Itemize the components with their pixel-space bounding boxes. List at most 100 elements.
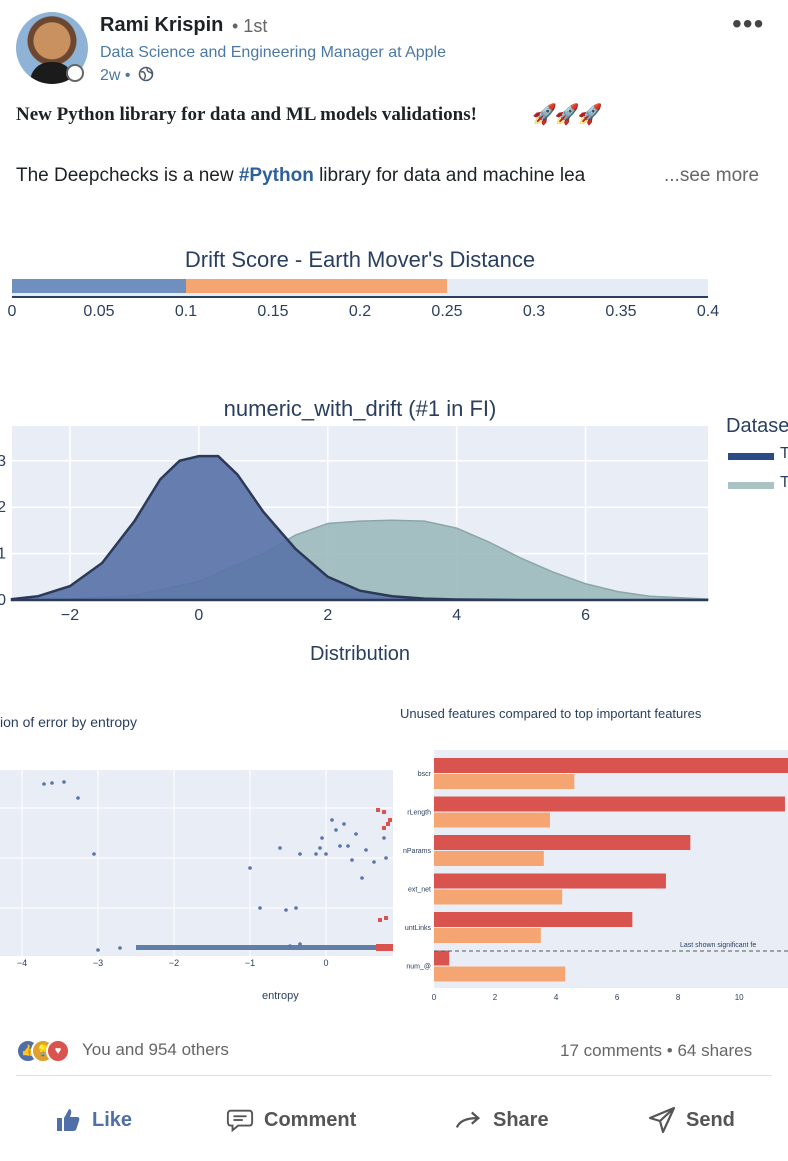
see-more-link[interactable]: ...see more bbox=[664, 165, 760, 186]
scatter-point-error bbox=[386, 822, 390, 826]
y-tick-label: 0 bbox=[0, 592, 6, 609]
x-tick-label: −4 bbox=[17, 958, 27, 968]
drift-bar-track bbox=[12, 279, 708, 297]
scatter-point bbox=[62, 780, 66, 784]
scatter-point bbox=[294, 906, 298, 910]
scatter-point bbox=[298, 852, 302, 856]
drift-tick-label: 0.1 bbox=[174, 303, 198, 320]
scatter-x-label: entropy bbox=[262, 990, 299, 1002]
drift-segment-low bbox=[12, 279, 186, 293]
thumbs-up-icon bbox=[54, 1106, 82, 1134]
comment-label: Comment bbox=[264, 1108, 357, 1131]
x-tick-label: 4 bbox=[452, 607, 461, 624]
drift-tick-label: 0.25 bbox=[431, 303, 463, 320]
scatter-point bbox=[288, 944, 292, 948]
drift-tick-label: 0 bbox=[7, 303, 17, 320]
category-label: rLength bbox=[407, 810, 431, 817]
series-area-train bbox=[10, 454, 708, 602]
scatter-point bbox=[76, 796, 80, 800]
y-tick-label: 3 bbox=[0, 453, 6, 470]
x-tick-label: 8 bbox=[676, 993, 681, 1002]
legend-swatch-test bbox=[728, 482, 774, 489]
author-headline: Data Science and Engineering Manager at … bbox=[100, 44, 447, 61]
post-body: The Deepchecks is a new #Python library … bbox=[16, 165, 656, 187]
x-tick-label: 0 bbox=[432, 993, 437, 1002]
scatter-point-error bbox=[382, 810, 386, 814]
bar-important bbox=[434, 873, 666, 889]
scatter-point bbox=[330, 818, 334, 822]
y-tick-label: 1 bbox=[0, 546, 6, 563]
plot-area bbox=[0, 770, 393, 956]
post-title: New Python library for data and ML model… bbox=[16, 104, 477, 125]
scatter-point bbox=[350, 858, 354, 862]
more-options-icon[interactable]: ••• bbox=[732, 8, 765, 39]
divider bbox=[16, 1075, 772, 1076]
x-tick-label: −2 bbox=[61, 607, 79, 624]
drift-axis-line bbox=[12, 296, 708, 298]
x-tick-label: −2 bbox=[169, 958, 179, 968]
post-time-label: 2w • bbox=[100, 67, 131, 84]
scatter-point-error bbox=[378, 918, 382, 922]
scatter-point bbox=[382, 836, 386, 840]
post-body-suffix: library for data and machine lea bbox=[313, 165, 586, 186]
scatter-point bbox=[360, 876, 364, 880]
x-tick-label: 6 bbox=[615, 993, 620, 1002]
scatter-point-error bbox=[376, 808, 380, 812]
bar-unused bbox=[434, 966, 566, 982]
share-label: Share bbox=[493, 1108, 549, 1131]
point-cluster-error bbox=[376, 944, 393, 951]
x-tick-label: −1 bbox=[245, 958, 255, 968]
features-bar-chart: bscr rLength nParams ext_net untLinks num_@ La… bbox=[403, 750, 788, 1002]
bar-unused bbox=[434, 851, 544, 866]
hashtag-link[interactable]: #Python bbox=[238, 165, 314, 186]
category-label: nParams bbox=[403, 848, 432, 855]
scatter-point bbox=[258, 906, 262, 910]
scatter-chart-title: ion of error by entropy bbox=[0, 714, 137, 730]
post-body-prefix: The Deepchecks is a new bbox=[16, 165, 239, 186]
scatter-point bbox=[372, 860, 376, 864]
scatter-chart: −4 −3 −2 −1 0 bbox=[0, 770, 393, 968]
rocket-emoji-icon: 🚀🚀🚀 bbox=[532, 104, 603, 126]
send-label: Send bbox=[686, 1108, 735, 1131]
x-tick-label: 6 bbox=[581, 607, 590, 624]
scatter-point bbox=[318, 846, 322, 850]
scatter-point bbox=[42, 782, 46, 786]
share-button[interactable]: Share bbox=[455, 1100, 549, 1140]
bar-important bbox=[434, 758, 788, 773]
reactions-icons[interactable]: 👍 💡 ♥ bbox=[16, 1037, 76, 1063]
comment-icon bbox=[226, 1106, 254, 1134]
send-button[interactable]: Send bbox=[648, 1100, 735, 1140]
comment-button[interactable]: Comment bbox=[226, 1100, 356, 1140]
bar-important bbox=[434, 912, 633, 927]
drift-tick-label: 0.15 bbox=[257, 303, 289, 320]
scatter-point bbox=[50, 781, 54, 785]
distribution-chart: −2 0 2 4 6 0 1 2 3 bbox=[0, 426, 709, 624]
scatter-point bbox=[314, 852, 318, 856]
features-chart-title: Unused features compared to top importan… bbox=[400, 706, 702, 721]
scatter-point-error bbox=[388, 818, 392, 822]
drift-tick-label: 0.2 bbox=[348, 303, 372, 320]
scatter-point bbox=[334, 828, 338, 832]
scatter-point bbox=[384, 856, 388, 860]
scatter-point bbox=[118, 946, 122, 950]
author-avatar[interactable] bbox=[16, 12, 88, 84]
bar-important bbox=[434, 950, 450, 966]
bar-unused bbox=[434, 928, 541, 943]
category-label: num_@ bbox=[406, 964, 431, 971]
send-icon bbox=[648, 1106, 676, 1134]
scatter-point bbox=[96, 948, 100, 952]
drift-tick-label: 0.4 bbox=[696, 303, 720, 320]
x-tick-label: 4 bbox=[554, 993, 559, 1002]
drift-chart-title: Drift Score - Earth Mover's Distance bbox=[184, 247, 536, 272]
scatter-point-error bbox=[384, 916, 388, 920]
scatter-point bbox=[342, 822, 346, 826]
reactions-count[interactable]: You and 954 others bbox=[82, 1040, 229, 1059]
globe-icon bbox=[138, 66, 154, 82]
comments-shares-count[interactable]: 17 comments • 64 shares bbox=[560, 1041, 753, 1060]
x-tick-label: −3 bbox=[93, 958, 103, 968]
author-name[interactable]: Rami Krispin bbox=[100, 14, 224, 36]
scatter-point bbox=[92, 852, 96, 856]
x-tick-label: 10 bbox=[735, 993, 744, 1002]
x-tick-label: 0 bbox=[194, 607, 203, 624]
like-button[interactable]: Like bbox=[54, 1100, 132, 1140]
